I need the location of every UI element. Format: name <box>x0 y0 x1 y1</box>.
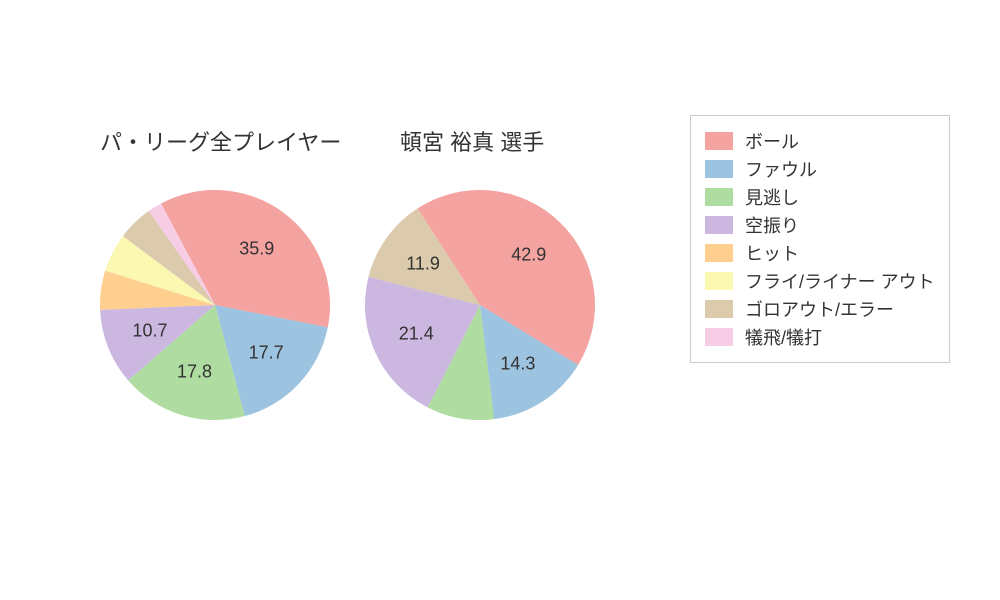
chart-title: パ・リーグ全プレイヤー <box>100 125 341 157</box>
legend-label: ボール <box>745 128 799 154</box>
legend: ボールファウル見逃し空振りヒットフライ/ライナー アウトゴロアウト/エラー犠飛/… <box>690 115 950 363</box>
legend-swatch <box>705 244 733 262</box>
legend-swatch <box>705 188 733 206</box>
pie-slice-label: 10.7 <box>132 320 167 341</box>
legend-item: フライ/ライナー アウト <box>705 268 935 294</box>
legend-item: ヒット <box>705 240 935 266</box>
pie-slice-label: 35.9 <box>239 238 274 259</box>
pie-chart <box>365 190 595 420</box>
pie-slice-label: 17.8 <box>177 361 212 382</box>
legend-item: ゴロアウト/エラー <box>705 296 935 322</box>
legend-swatch <box>705 132 733 150</box>
pie-slice-label: 17.7 <box>249 342 284 363</box>
legend-label: ヒット <box>745 240 799 266</box>
legend-label: ファウル <box>745 156 817 182</box>
legend-label: 空振り <box>745 212 799 238</box>
legend-swatch <box>705 300 733 318</box>
pie-slice-label: 42.9 <box>511 244 546 265</box>
legend-item: 空振り <box>705 212 935 238</box>
legend-item: ボール <box>705 128 935 154</box>
chart-title: 頓宮 裕真 選手 <box>400 125 544 157</box>
legend-item: 見逃し <box>705 184 935 210</box>
pie-slice-label: 21.4 <box>399 323 434 344</box>
legend-swatch <box>705 160 733 178</box>
pie-chart <box>100 190 330 420</box>
legend-label: 犠飛/犠打 <box>745 324 822 350</box>
chart-container: パ・リーグ全プレイヤー 35.9 17.7 17.8 10.7 頓宮 裕真 選手 42.9 1… <box>0 0 1000 600</box>
legend-label: フライ/ライナー アウト <box>745 268 935 294</box>
legend-label: 見逃し <box>745 184 799 210</box>
legend-swatch <box>705 328 733 346</box>
legend-label: ゴロアウト/エラー <box>745 296 894 322</box>
pie-slice-label: 11.9 <box>406 254 440 275</box>
legend-item: 犠飛/犠打 <box>705 324 935 350</box>
legend-swatch <box>705 216 733 234</box>
legend-swatch <box>705 272 733 290</box>
legend-item: ファウル <box>705 156 935 182</box>
pie-slice-label: 14.3 <box>500 353 535 374</box>
